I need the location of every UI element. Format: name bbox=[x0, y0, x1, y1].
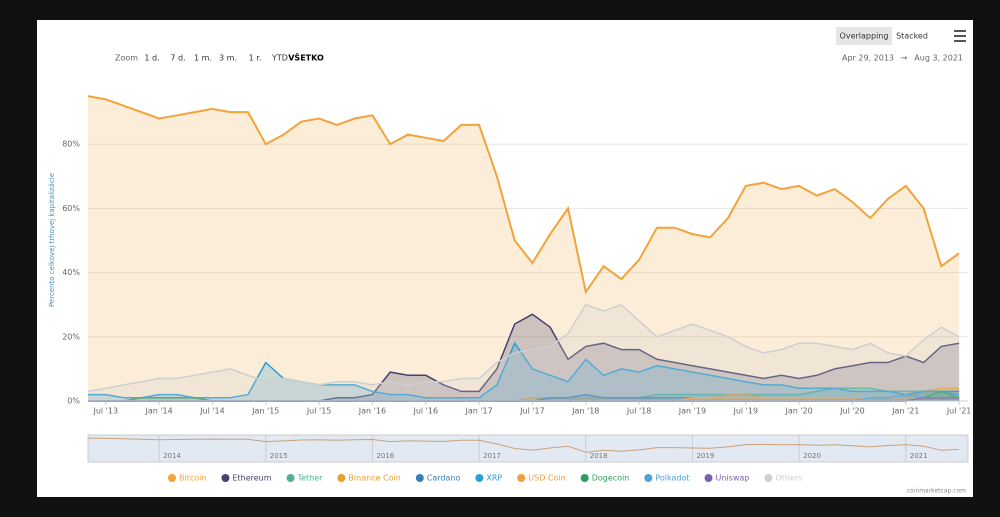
legend-marker[interactable] bbox=[517, 474, 526, 482]
area bbox=[88, 96, 960, 401]
navigator-tick-label: 2018 bbox=[590, 452, 608, 460]
range-button[interactable]: 1 r. bbox=[249, 54, 262, 63]
range-button[interactable]: YTD bbox=[271, 54, 288, 63]
panel bbox=[37, 20, 973, 497]
legend-marker[interactable] bbox=[475, 474, 484, 482]
navigator-tick-label: 2017 bbox=[483, 452, 501, 460]
navigator-tick-label: 2021 bbox=[910, 452, 928, 460]
line bbox=[87, 95, 960, 295]
area bbox=[88, 391, 960, 401]
legend-label[interactable]: Tether bbox=[297, 474, 324, 483]
legend-marker[interactable] bbox=[168, 474, 176, 482]
range-button[interactable]: 7 d. bbox=[170, 54, 185, 63]
navigator-line bbox=[87, 437, 960, 453]
legend-marker[interactable] bbox=[644, 474, 653, 482]
line bbox=[88, 341, 960, 399]
x-tick-label: Jan '18 bbox=[571, 407, 599, 416]
area bbox=[88, 397, 960, 401]
y-tick-label: 0% bbox=[67, 397, 80, 406]
credit: coinmarketcap.com bbox=[907, 488, 966, 495]
range-button[interactable]: 1 d. bbox=[144, 54, 159, 63]
legend-label[interactable]: Binance Coin bbox=[348, 474, 400, 483]
area bbox=[88, 391, 960, 401]
date-from: Apr 29, 2013 bbox=[842, 54, 894, 63]
legend-marker[interactable] bbox=[580, 474, 589, 482]
legend-marker[interactable] bbox=[286, 474, 295, 482]
x-tick-label: Jan '15 bbox=[251, 407, 279, 416]
x-tick-label: Jul '14 bbox=[199, 407, 225, 416]
mode-button[interactable]: Stacked bbox=[896, 32, 928, 41]
legend-marker[interactable] bbox=[221, 474, 230, 482]
legend-label[interactable]: Uniswap bbox=[716, 474, 750, 483]
y-tick-label: 60% bbox=[62, 204, 80, 213]
date-to: Aug 3, 2021 bbox=[914, 54, 963, 63]
navigator-tick-label: 2016 bbox=[376, 452, 394, 460]
x-tick-label: Jan '21 bbox=[891, 407, 919, 416]
navigator-tick-label: 2019 bbox=[696, 452, 714, 460]
navigator-tick-label: 2020 bbox=[803, 452, 821, 460]
legend-label[interactable]: Others bbox=[775, 474, 802, 483]
x-tick-label: Jan '16 bbox=[358, 407, 386, 416]
x-tick-label: Jul '13 bbox=[92, 407, 118, 416]
legend-marker[interactable] bbox=[337, 474, 346, 482]
legend-label[interactable]: Bitcoin bbox=[179, 474, 206, 483]
y-tick-label: 20% bbox=[62, 332, 80, 341]
legend-marker[interactable] bbox=[415, 474, 424, 482]
x-tick-label: Jul '19 bbox=[732, 407, 758, 416]
x-tick-label: Jul '16 bbox=[412, 407, 438, 416]
area bbox=[88, 304, 960, 401]
mode-button[interactable]: Overlapping bbox=[840, 32, 889, 41]
y-tick-label: 80% bbox=[62, 140, 80, 149]
area bbox=[88, 314, 960, 401]
area bbox=[88, 343, 960, 401]
x-tick-label: Jan '17 bbox=[464, 407, 492, 416]
range-button[interactable]: 1 m. bbox=[194, 54, 212, 63]
y-axis-title: Percento celkovej trhovej kapitalizácie bbox=[48, 173, 56, 307]
legend-marker[interactable] bbox=[704, 474, 713, 482]
x-tick-label: Jan '19 bbox=[678, 407, 706, 416]
zoom-label: Zoom bbox=[115, 54, 138, 63]
x-tick-label: Jan '20 bbox=[784, 407, 812, 416]
legend-label[interactable]: XRP bbox=[486, 474, 502, 483]
legend-label[interactable]: USD Coin bbox=[528, 474, 565, 483]
navigator-tick-label: 2014 bbox=[163, 452, 181, 460]
x-tick-label: Jul '20 bbox=[839, 407, 865, 416]
y-tick-label: 40% bbox=[62, 268, 80, 277]
navigator-tick-label: 2015 bbox=[270, 452, 288, 460]
legend-label[interactable]: Dogecoin bbox=[592, 474, 630, 483]
legend-label[interactable]: Cardano bbox=[427, 474, 461, 483]
x-tick-label: Jan '14 bbox=[144, 407, 172, 416]
mode-button-bg bbox=[836, 27, 892, 45]
x-tick-label: Jul '21 bbox=[946, 407, 972, 416]
date-sep: → bbox=[901, 54, 908, 63]
menu-icon[interactable] bbox=[954, 30, 966, 42]
legend-label[interactable]: Polkadot bbox=[655, 474, 689, 483]
line bbox=[87, 303, 960, 393]
x-tick-label: Jul '17 bbox=[519, 407, 545, 416]
x-tick-label: Jul '18 bbox=[626, 407, 652, 416]
range-button[interactable]: 3 m. bbox=[219, 54, 237, 63]
range-button[interactable]: VŠETKO bbox=[288, 52, 324, 63]
x-tick-label: Jul '15 bbox=[306, 407, 332, 416]
legend-marker[interactable] bbox=[764, 474, 773, 482]
legend-label[interactable]: Ethereum bbox=[232, 474, 271, 483]
